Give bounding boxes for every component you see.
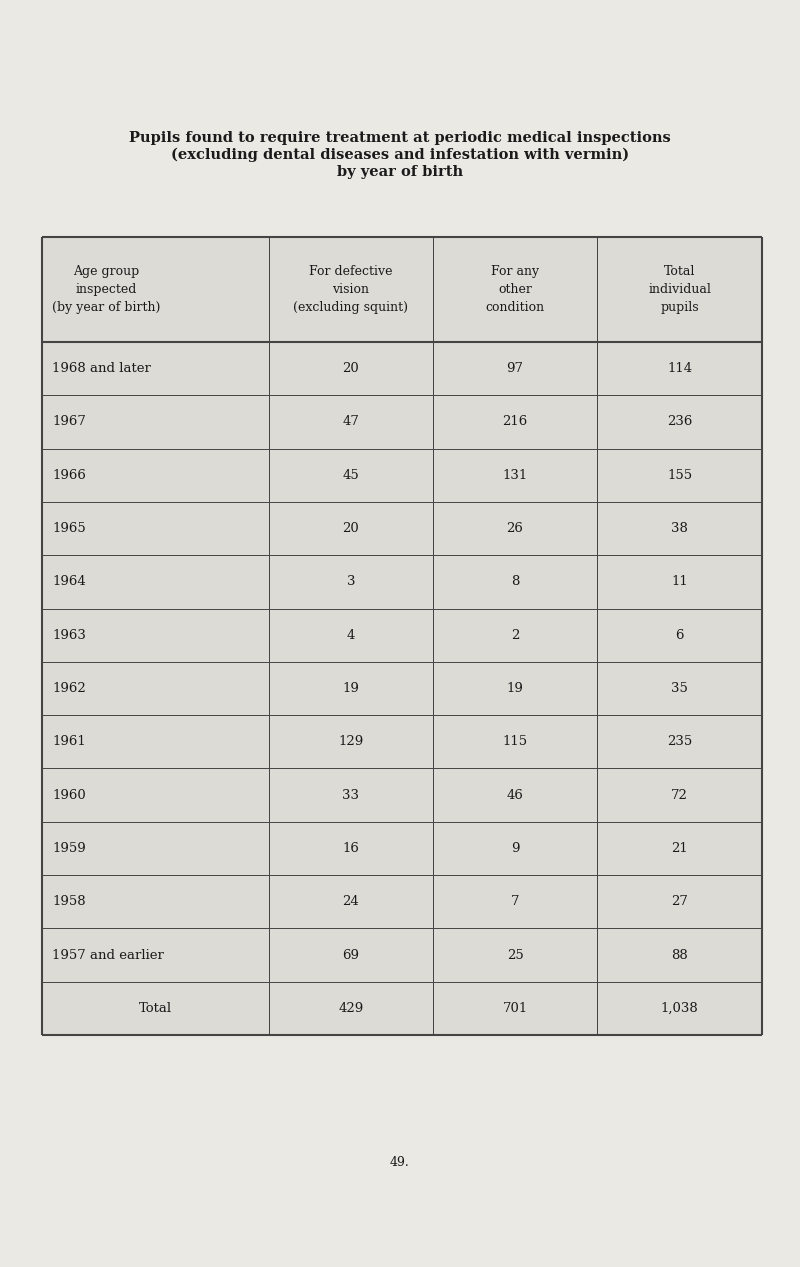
Text: 7: 7 <box>510 896 519 908</box>
Text: 6: 6 <box>675 628 684 641</box>
Text: 24: 24 <box>342 896 359 908</box>
Text: 236: 236 <box>667 416 692 428</box>
Text: 27: 27 <box>671 896 688 908</box>
Text: 47: 47 <box>342 416 359 428</box>
Text: 20: 20 <box>342 522 359 535</box>
Text: by year of birth: by year of birth <box>337 165 463 179</box>
Text: 1959: 1959 <box>52 843 86 855</box>
Text: 21: 21 <box>671 843 688 855</box>
Text: 115: 115 <box>502 735 528 749</box>
Text: 1957 and earlier: 1957 and earlier <box>52 949 164 962</box>
Text: 16: 16 <box>342 843 359 855</box>
Text: 1967: 1967 <box>52 416 86 428</box>
Text: 25: 25 <box>506 949 523 962</box>
Text: 4: 4 <box>346 628 355 641</box>
Text: 45: 45 <box>342 469 359 481</box>
Text: 114: 114 <box>667 362 692 375</box>
Text: 1965: 1965 <box>52 522 86 535</box>
Text: 72: 72 <box>671 788 688 802</box>
Text: 1962: 1962 <box>52 682 86 696</box>
Text: 19: 19 <box>506 682 523 696</box>
Text: 1,038: 1,038 <box>661 1002 698 1015</box>
Text: (excluding dental diseases and infestation with vermin): (excluding dental diseases and infestati… <box>171 148 629 162</box>
Text: For any
other
condition: For any other condition <box>486 265 545 314</box>
Text: Age group
inspected
(by year of birth): Age group inspected (by year of birth) <box>52 265 160 314</box>
Text: 131: 131 <box>502 469 528 481</box>
Text: Total: Total <box>139 1002 172 1015</box>
Text: 155: 155 <box>667 469 692 481</box>
Text: 216: 216 <box>502 416 528 428</box>
Text: 20: 20 <box>342 362 359 375</box>
Text: 2: 2 <box>511 628 519 641</box>
Text: 1960: 1960 <box>52 788 86 802</box>
Text: 1968 and later: 1968 and later <box>52 362 151 375</box>
Text: 46: 46 <box>506 788 523 802</box>
Text: Total
individual
pupils: Total individual pupils <box>648 265 711 314</box>
Text: 49.: 49. <box>390 1156 410 1168</box>
Text: 1964: 1964 <box>52 575 86 588</box>
Text: 1961: 1961 <box>52 735 86 749</box>
Text: 19: 19 <box>342 682 359 696</box>
Text: 429: 429 <box>338 1002 363 1015</box>
Text: 97: 97 <box>506 362 523 375</box>
Text: 69: 69 <box>342 949 359 962</box>
Text: 11: 11 <box>671 575 688 588</box>
Text: 1958: 1958 <box>52 896 86 908</box>
Text: 9: 9 <box>510 843 519 855</box>
Text: 1966: 1966 <box>52 469 86 481</box>
Text: 8: 8 <box>511 575 519 588</box>
Text: 701: 701 <box>502 1002 528 1015</box>
Text: 26: 26 <box>506 522 523 535</box>
Text: For defective
vision
(excluding squint): For defective vision (excluding squint) <box>294 265 408 314</box>
Text: 129: 129 <box>338 735 363 749</box>
Text: 38: 38 <box>671 522 688 535</box>
Text: 88: 88 <box>671 949 688 962</box>
Text: 33: 33 <box>342 788 359 802</box>
Text: 1963: 1963 <box>52 628 86 641</box>
Bar <box>42 237 762 1035</box>
Text: 35: 35 <box>671 682 688 696</box>
Text: Pupils found to require treatment at periodic medical inspections: Pupils found to require treatment at per… <box>129 131 671 144</box>
Text: 235: 235 <box>667 735 692 749</box>
Text: 3: 3 <box>346 575 355 588</box>
